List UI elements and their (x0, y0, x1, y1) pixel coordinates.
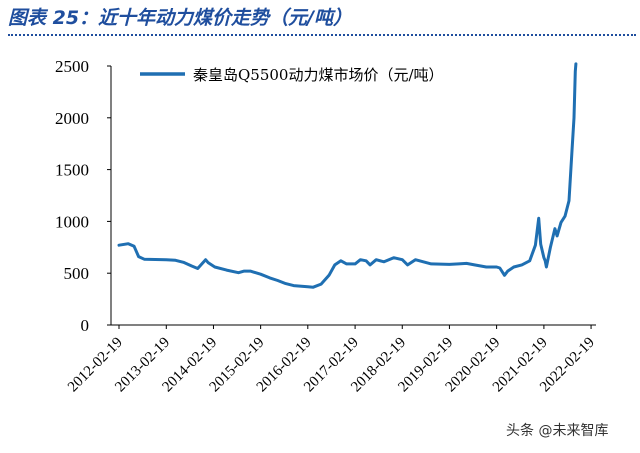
chart-axes: 050010001500200025002012-02-192013-02-19… (55, 57, 598, 395)
legend-label: 秦皇岛Q5500动力煤市场价（元/吨） (193, 66, 444, 84)
figure-header: 图表 25：近十年动力煤价走势（元/吨） (0, 0, 640, 36)
chart-series (117, 62, 578, 289)
title-divider (8, 34, 636, 36)
y-tick-label: 1000 (55, 212, 89, 231)
y-tick-label: 0 (81, 316, 90, 335)
y-tick-label: 2500 (55, 57, 89, 76)
watermark: 头条 @未来智库 (506, 423, 609, 439)
y-tick-label: 500 (64, 264, 90, 283)
figure-title: 图表 25：近十年动力煤价走势（元/吨） (8, 7, 352, 29)
chart-legend: 秦皇岛Q5500动力煤市场价（元/吨） (140, 66, 444, 84)
y-tick-label: 1500 (55, 161, 89, 180)
series-line (117, 62, 578, 289)
y-tick-label: 2000 (55, 109, 89, 128)
